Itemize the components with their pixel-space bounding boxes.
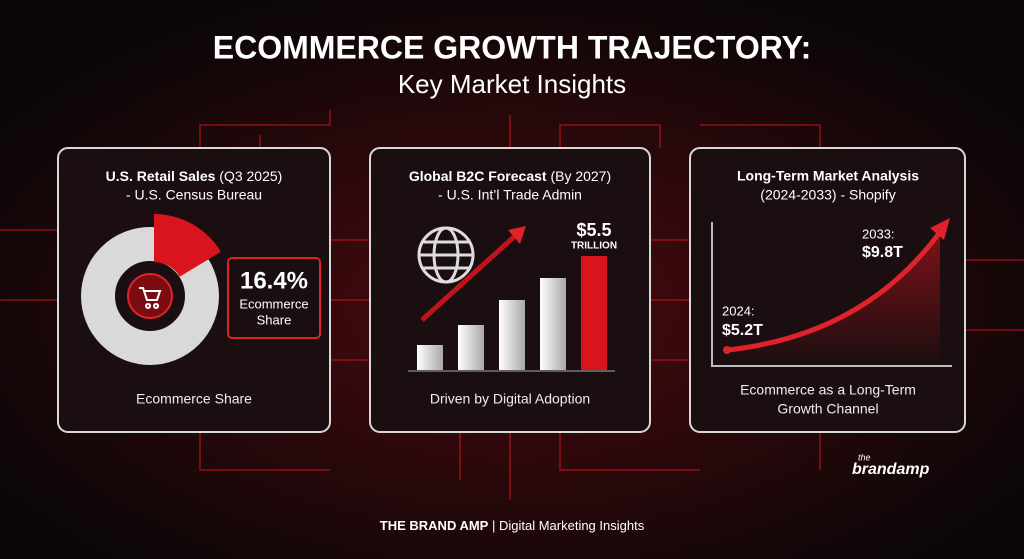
panel-caption: Growth Channel <box>777 401 878 417</box>
panel-title-note: (Q3 2025) <box>219 168 282 184</box>
panel-title: U.S. Retail Sales (Q3 2025) <box>106 168 283 184</box>
cart-glyph <box>139 287 162 309</box>
growth-curve <box>726 230 943 353</box>
growth-arrow-head <box>930 218 950 240</box>
panel-title: Long-Term Market Analysis <box>737 168 919 184</box>
share-wedge <box>154 214 221 277</box>
footer: THE BRAND AMP | Digital Marketing Insigh… <box>380 518 645 533</box>
share-box <box>227 257 321 339</box>
panel-source: - U.S. Census Bureau <box>126 187 262 203</box>
panel-title-main: Global B2C Forecast <box>409 168 547 184</box>
panel-title-note: (By 2027) <box>550 168 611 184</box>
panel-caption: Ecommerce as a Long-Term <box>740 382 916 398</box>
donut-track <box>81 227 219 365</box>
subtitle: Key Market Insights <box>398 69 626 99</box>
start-point <box>723 346 731 354</box>
panel-source: - U.S. Int’l Trade Admin <box>438 187 582 203</box>
forecast-bar <box>581 256 607 370</box>
forecast-value: $5.5 <box>576 220 611 240</box>
panel-title-main: U.S. Retail Sales <box>106 168 216 184</box>
share-label: 16.4% <box>240 267 308 294</box>
logo-small: the <box>858 452 871 462</box>
footer-brand: THE BRAND AMP <box>380 518 489 533</box>
bars <box>417 278 566 370</box>
panel-title: Global B2C Forecast (By 2027) <box>409 168 611 184</box>
globe-icon <box>417 226 475 284</box>
panel-caption: Ecommerce Share <box>136 391 252 407</box>
trend-arrow <box>420 234 517 322</box>
growth-area <box>727 232 940 366</box>
start-year: 2024: <box>722 303 755 318</box>
share-caption: Share <box>257 312 292 327</box>
end-year: 2033: <box>862 226 895 241</box>
cart-icon <box>127 273 173 319</box>
end-value: $9.8T <box>862 244 903 261</box>
circuit-lines <box>0 110 1024 500</box>
share-caption: Ecommerce <box>239 296 308 311</box>
footer-tagline: | Digital Marketing Insights <box>492 518 645 533</box>
panel-source: (2024-2033) - Shopify <box>760 187 895 203</box>
logo: brandamp <box>852 461 930 478</box>
start-value: $5.2T <box>722 322 763 339</box>
title: ECOMMERCE GROWTH TRAJECTORY: <box>213 29 812 65</box>
panel-caption: Driven by Digital Adoption <box>430 391 590 407</box>
trend-arrow-head <box>508 226 526 244</box>
forecast-unit: TRILLION <box>571 241 617 252</box>
